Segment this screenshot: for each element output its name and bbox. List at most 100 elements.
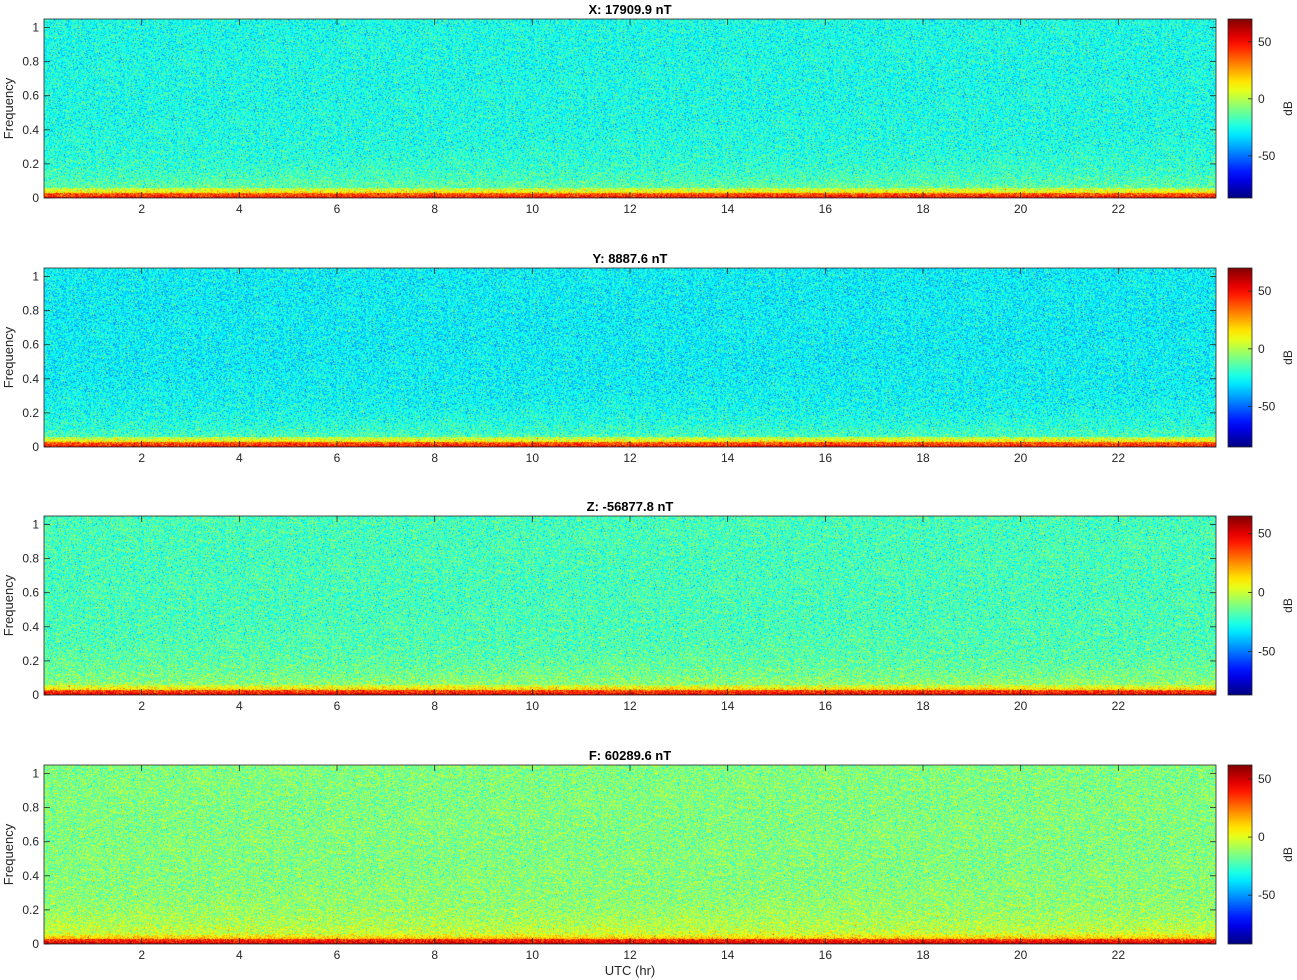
y-tick-label: 0.6 [22,89,39,103]
x-tick-label: 20 [1014,948,1028,962]
x-tick-label: 14 [721,699,735,713]
heatmap-image [44,765,1216,944]
x-tick-label: 16 [819,699,833,713]
x-tick-label: 20 [1014,699,1028,713]
x-tick-label: 6 [334,948,341,962]
colorbar-tick-label: 0 [1258,342,1265,356]
x-tick-label: 2 [138,202,145,216]
colorbar-tick-label: -50 [1258,644,1276,658]
x-tick-label: 6 [334,451,341,465]
x-tick-label: 10 [526,699,540,713]
chart-title: Z: -56877.8 nT [587,499,674,514]
colorbar-label: dB [1281,598,1295,613]
x-tick-label: 6 [334,699,341,713]
x-tick-label: 4 [236,451,243,465]
colorbar-tick-label: 50 [1258,35,1272,49]
colorbar-tick-label: 50 [1258,772,1272,786]
chart-title: F: 60289.6 nT [589,748,671,763]
y-axis-label: Frequency [1,77,16,139]
y-axis-label: Frequency [1,823,16,885]
heatmap-image [44,19,1216,198]
x-tick-label: 8 [431,699,438,713]
x-tick-label: 12 [623,202,637,216]
y-tick-label: 0.2 [22,654,39,668]
colorbar-tick-label: 0 [1258,586,1265,600]
y-tick-label: 1 [32,767,39,781]
x-tick-label: 14 [721,948,735,962]
y-axis-label: Frequency [1,574,16,636]
x-tick-label: 2 [138,948,145,962]
x-tick-label: 4 [236,948,243,962]
spectrogram-panel-1: X: 17909.9 nT2 4 6 8 10 12 14 16 18 20 2200.20.40.… [1,2,1295,216]
y-tick-label: 0.6 [22,586,39,600]
colorbar-label: dB [1281,101,1295,116]
x-tick-label: 22 [1112,699,1126,713]
x-tick-label: 22 [1112,948,1126,962]
y-tick-label: 0.2 [22,406,39,420]
y-tick-label: 0.2 [22,903,39,917]
x-tick-label: 4 [236,202,243,216]
y-tick-label: 1 [32,21,39,35]
y-tick-label: 0 [32,937,39,951]
x-tick-label: 16 [819,451,833,465]
y-tick-label: 0.8 [22,552,39,566]
y-tick-label: 1 [32,270,39,284]
y-tick-label: 0.2 [22,157,39,171]
colorbar-label: dB [1281,350,1295,365]
y-tick-label: 0 [32,688,39,702]
x-tick-label: 22 [1112,451,1126,465]
y-tick-label: 0.8 [22,801,39,815]
spectrogram-panel-3: Z: -56877.8 nT2 4 6 8 10 12 14 16 18 20 2200.20.40… [1,499,1295,713]
spectrogram-panel-4: F: 60289.6 nT2 4 6 8 10 12 14 16 18 20 2200.20.40.… [1,748,1295,978]
x-tick-label: 8 [431,948,438,962]
x-tick-label: 12 [623,948,637,962]
colorbar [1227,18,1253,199]
y-tick-label: 0 [32,440,39,454]
colorbar-tick-label: -50 [1258,149,1276,163]
x-tick-label: 12 [623,451,637,465]
y-tick-label: 0.4 [22,869,39,883]
y-tick-label: 1 [32,518,39,532]
x-tick-label: 4 [236,699,243,713]
heatmap-image [44,268,1216,447]
y-tick-label: 0.6 [22,835,39,849]
y-tick-label: 0.8 [22,304,39,318]
x-tick-label: 10 [526,948,540,962]
x-tick-label: 8 [431,451,438,465]
colorbar [1227,267,1253,448]
x-tick-label: 6 [334,202,341,216]
colorbar-tick-label: 0 [1258,830,1265,844]
x-tick-label: 18 [916,202,930,216]
colorbar-tick-label: 0 [1258,92,1265,106]
y-tick-label: 0 [32,191,39,205]
x-tick-label: 14 [721,202,735,216]
heatmap-image [44,516,1216,695]
y-tick-label: 0.4 [22,620,39,634]
x-tick-label: 20 [1014,202,1028,216]
chart-title: X: 17909.9 nT [588,2,671,17]
x-tick-label: 2 [138,451,145,465]
colorbar-tick-label: 50 [1258,527,1272,541]
colorbar-tick-label: -50 [1258,888,1276,902]
colorbar-label: dB [1281,847,1295,862]
x-tick-label: 8 [431,202,438,216]
colorbar-tick-label: 50 [1258,284,1272,298]
x-tick-label: 16 [819,948,833,962]
y-axis-label: Frequency [1,326,16,388]
y-tick-label: 0.4 [22,123,39,137]
x-tick-label: 10 [526,202,540,216]
x-tick-label: 12 [623,699,637,713]
x-tick-label: 22 [1112,202,1126,216]
y-tick-label: 0.6 [22,338,39,352]
x-tick-label: 18 [916,948,930,962]
spectrogram-panel-2: Y: 8887.6 nT2 4 6 8 10 12 14 16 18 20 2200.20.40.6… [1,251,1295,465]
y-tick-label: 0.4 [22,372,39,386]
chart-title: Y: 8887.6 nT [593,251,668,266]
x-tick-label: 16 [819,202,833,216]
colorbar-tick-label: -50 [1258,400,1276,414]
colorbar [1227,764,1253,945]
x-tick-label: 2 [138,699,145,713]
x-axis-label: UTC (hr) [605,963,656,978]
x-tick-label: 18 [916,451,930,465]
